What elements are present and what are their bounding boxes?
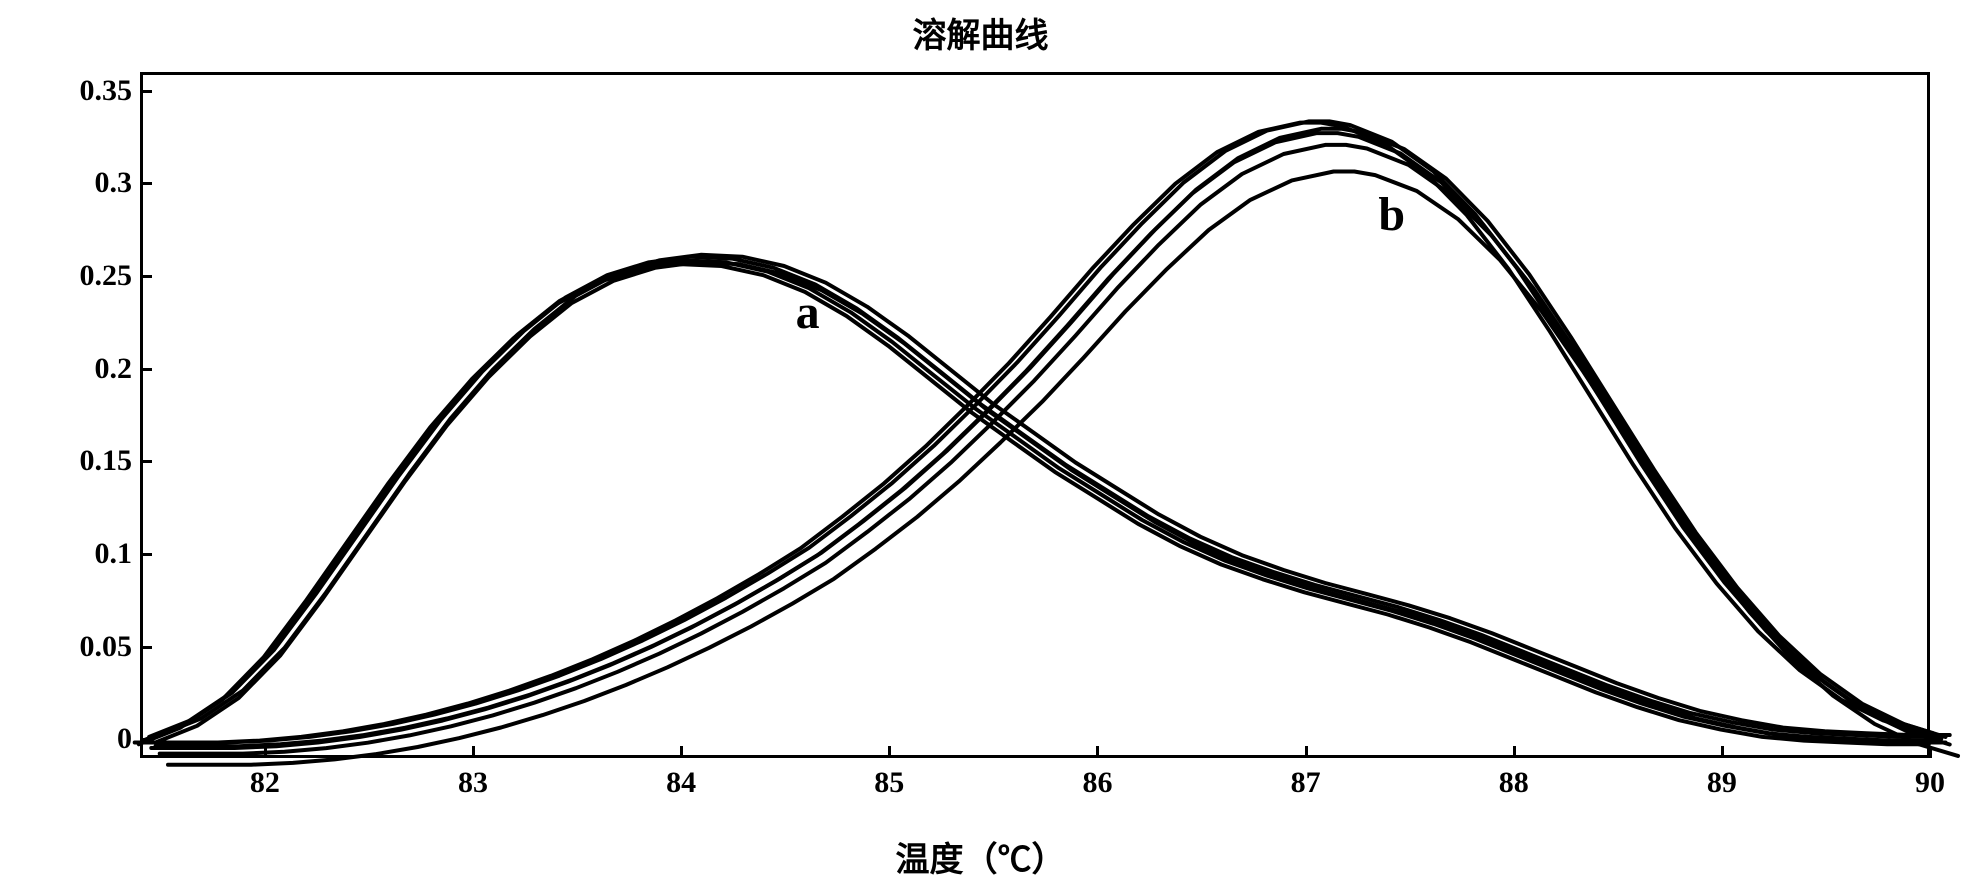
melt-curve-line [168,172,1958,765]
y-tick-label: 0.35 [80,74,133,108]
y-tick-label: 0.1 [95,537,133,571]
x-tick-label: 86 [1082,766,1112,800]
curve-svg [143,75,1927,755]
y-tick-label: 0.25 [80,259,133,293]
y-tick-label: 0.05 [80,630,133,664]
curve-annotation-b: b [1378,187,1405,242]
x-tick-label: 84 [666,766,696,800]
x-tick-label: 85 [874,766,904,800]
melt-curve-line [160,255,1950,735]
chart-title: 溶解曲线 [913,8,1049,57]
melt-curve-line [135,123,1925,743]
melt-curve-chart: 溶解曲线 荧光强度的变化率 温度（℃） 00.050.10.150.20.250… [0,0,1961,891]
x-tick-label: 89 [1707,766,1737,800]
x-tick-label: 87 [1291,766,1321,800]
y-tick-label: 0.15 [80,444,133,478]
curve-annotation-a: a [796,285,820,340]
melt-curve-line [143,121,1933,742]
y-tick-label: 0.2 [95,352,133,386]
y-tick-label: 0.3 [95,166,133,200]
x-tick-label: 90 [1915,766,1945,800]
x-tick-label: 82 [250,766,280,800]
x-axis-label: 温度（℃） [896,832,1066,881]
x-tick-label: 88 [1499,766,1529,800]
x-tick-label: 83 [458,766,488,800]
y-tick-label: 0 [117,722,132,756]
plot-area [140,72,1930,758]
